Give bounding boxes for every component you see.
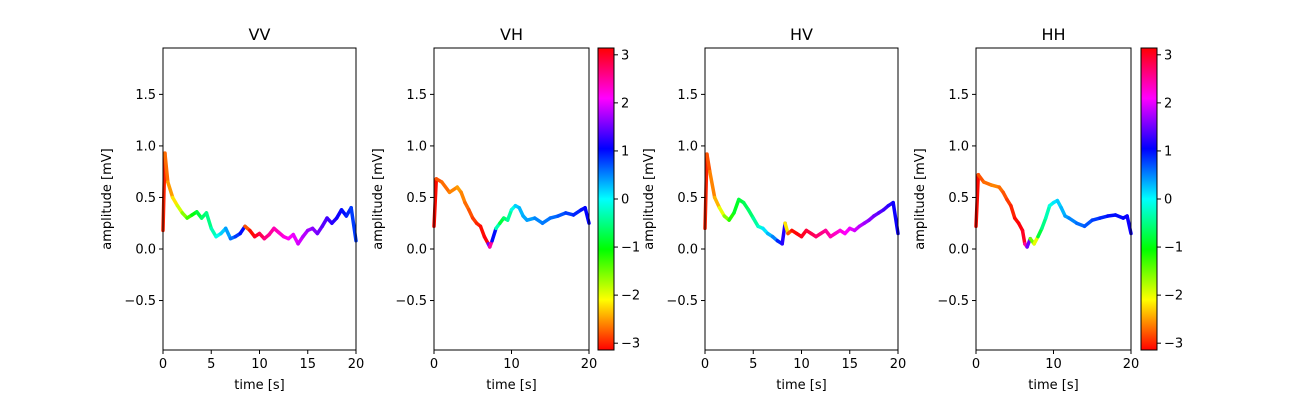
plot-frame bbox=[433, 47, 590, 351]
panel-2: HV 0 5 10 15 20 −0.5 0.0 0.5 1.0 1.5 time [s] amplit… bbox=[642, 25, 906, 393]
y-tick-label: −0.5 bbox=[395, 294, 427, 309]
x-tick-label: 10 bbox=[503, 357, 520, 372]
x-tick-label: 0 bbox=[430, 357, 438, 372]
colorbar-tick-label: 3 bbox=[621, 48, 629, 63]
y-tick-label: 1.0 bbox=[406, 139, 427, 154]
y-tick-label: 0.5 bbox=[677, 191, 698, 206]
colorbar-tick-label: −3 bbox=[621, 337, 640, 352]
y-axis-label: amplitude [mV] bbox=[100, 148, 115, 250]
plot-frame bbox=[162, 47, 357, 351]
series-segment bbox=[204, 211, 213, 231]
y-tick-label: −0.5 bbox=[666, 294, 698, 309]
y-tick-label: −0.5 bbox=[937, 294, 969, 309]
series-segment bbox=[891, 200, 900, 236]
y-tick-label: 0.0 bbox=[406, 242, 427, 257]
x-axis-label: time [s] bbox=[776, 378, 826, 393]
colorbar: −3 −2 −1 0 1 2 3 bbox=[597, 47, 640, 352]
x-tick-label: 20 bbox=[348, 357, 365, 372]
series-segment bbox=[349, 206, 358, 243]
series-segment bbox=[459, 190, 467, 205]
chart-title: VV bbox=[249, 25, 271, 44]
x-axis-label: time [s] bbox=[486, 378, 536, 393]
series-segment bbox=[712, 195, 722, 210]
y-tick-label: 1.5 bbox=[135, 88, 156, 103]
x-axis-label: time [s] bbox=[1028, 378, 1078, 393]
colorbar-tick-label: −2 bbox=[621, 289, 640, 304]
colorbar-tick-label: −1 bbox=[1164, 241, 1183, 256]
x-tick-label: 0 bbox=[701, 357, 709, 372]
y-axis-label: amplitude [mV] bbox=[913, 148, 928, 250]
x-tick-label: 10 bbox=[793, 357, 810, 372]
y-tick-label: 0.0 bbox=[135, 242, 156, 257]
chart-title: HH bbox=[1041, 25, 1065, 44]
y-axis-label: amplitude [mV] bbox=[371, 148, 386, 250]
colorbar-tick-label: 0 bbox=[1164, 193, 1172, 208]
chart-title: VH bbox=[500, 25, 523, 44]
series-segment bbox=[732, 197, 741, 215]
series-segment bbox=[1009, 203, 1017, 220]
chart-title: HV bbox=[790, 25, 813, 44]
series-segment bbox=[1020, 228, 1027, 246]
x-tick-label: 0 bbox=[972, 357, 980, 372]
colorbar-tick-label: −1 bbox=[621, 241, 640, 256]
colorbar-tick-label: 2 bbox=[1164, 96, 1172, 111]
x-tick-label: 5 bbox=[207, 357, 215, 372]
series-segment bbox=[708, 169, 717, 200]
y-tick-label: 0.5 bbox=[406, 191, 427, 206]
y-tick-label: 1.5 bbox=[948, 88, 969, 103]
series-segment bbox=[505, 208, 514, 222]
colorbar-gradient bbox=[1140, 47, 1158, 351]
series-segment bbox=[1040, 216, 1048, 231]
x-tick-label: 10 bbox=[251, 357, 268, 372]
series-segment bbox=[583, 206, 591, 225]
x-tick-label: 20 bbox=[890, 357, 907, 372]
y-tick-label: 1.5 bbox=[406, 88, 427, 103]
x-tick-label: 15 bbox=[299, 357, 316, 372]
series-segment bbox=[705, 152, 712, 174]
colorbar-tick-label: −2 bbox=[1164, 289, 1183, 304]
series-segment bbox=[223, 226, 233, 241]
colorbar-tick-label: −3 bbox=[1164, 337, 1183, 352]
y-tick-label: 0.0 bbox=[677, 242, 698, 257]
series-segment bbox=[1044, 203, 1052, 220]
x-tick-label: 5 bbox=[749, 357, 757, 372]
series-segment bbox=[163, 151, 170, 184]
y-tick-label: 0.0 bbox=[948, 242, 969, 257]
y-tick-label: 1.5 bbox=[677, 88, 698, 103]
plot-frame bbox=[704, 47, 899, 351]
series-segment bbox=[478, 224, 487, 239]
colorbar: −3 −2 −1 0 1 2 3 bbox=[1140, 47, 1183, 352]
series-segment bbox=[1125, 214, 1133, 236]
colorbar-tick-label: 1 bbox=[1164, 144, 1172, 159]
y-tick-label: −0.5 bbox=[124, 294, 156, 309]
panel-0: VV 0 5 10 15 20 −0.5 0.0 0.5 1.0 1.5 time [s] amplit… bbox=[100, 25, 364, 393]
x-tick-label: 20 bbox=[581, 357, 598, 372]
colorbar-tick-label: 1 bbox=[621, 144, 629, 159]
series-segment bbox=[440, 180, 452, 195]
y-axis-label: amplitude [mV] bbox=[642, 148, 657, 250]
x-tick-label: 20 bbox=[1123, 357, 1140, 372]
y-tick-label: 1.0 bbox=[948, 139, 969, 154]
series-segment bbox=[490, 226, 498, 243]
x-axis-label: time [s] bbox=[234, 378, 284, 393]
series-segment bbox=[166, 180, 175, 200]
y-tick-label: 1.0 bbox=[677, 139, 698, 154]
colorbar-gradient bbox=[597, 47, 615, 351]
x-tick-label: 0 bbox=[159, 357, 167, 372]
y-tick-label: 0.5 bbox=[135, 191, 156, 206]
x-tick-label: 10 bbox=[1045, 357, 1062, 372]
colorbar-tick-label: 0 bbox=[621, 193, 629, 208]
y-tick-label: 0.5 bbox=[948, 191, 969, 206]
colorbar-tick-label: 2 bbox=[621, 96, 629, 111]
y-tick-label: 1.0 bbox=[135, 139, 156, 154]
plot-frame bbox=[975, 47, 1132, 351]
colorbar-tick-label: 3 bbox=[1164, 48, 1172, 63]
x-tick-label: 15 bbox=[841, 357, 858, 372]
